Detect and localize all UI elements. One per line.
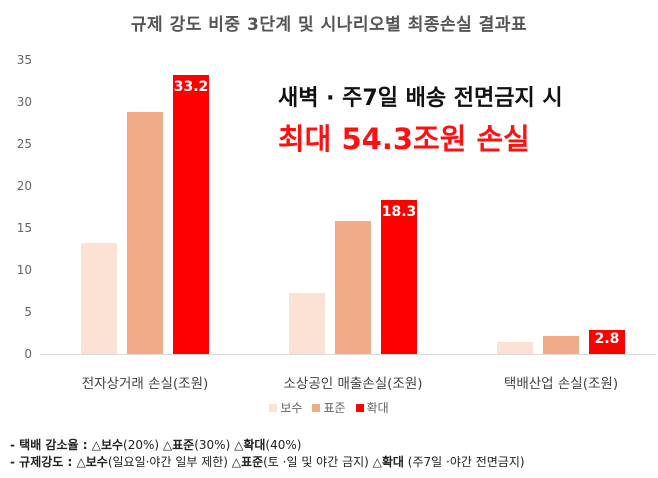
- footnote-term: 확대: [381, 455, 404, 469]
- chart-title: 규제 강도 비중 3단계 및 시나리오별 최종손실 결과표: [130, 15, 528, 35]
- callout-line2: 최대 54.3조원 손실: [278, 122, 530, 156]
- footnote-detail: (토 ·일 및 야간 금지): [263, 455, 373, 469]
- triangle-icon: △: [234, 438, 244, 452]
- bar-표준: [543, 336, 579, 354]
- x-axis-line: [40, 354, 656, 355]
- y-tick-label: 20: [16, 179, 32, 193]
- footnotes: - 택배 감소율 : △보수(20%) △표준(30%) △확대(40%) - …: [10, 437, 525, 471]
- footnote-term: 표준: [241, 455, 264, 469]
- bar-표준: [127, 112, 163, 354]
- legend-label: 표준: [323, 401, 346, 415]
- category-label: 소상공인 매출손실(조원): [283, 376, 423, 392]
- footnote-detail: (20%): [123, 438, 163, 452]
- footnote-term: 보수: [85, 455, 108, 469]
- footnote-label: - 규제강도 :: [10, 455, 77, 469]
- y-tick-label: 15: [16, 221, 32, 235]
- legend-item: 보수: [269, 399, 302, 416]
- legend-item: 확대: [355, 399, 389, 416]
- bar-확대: 2.8: [589, 330, 625, 354]
- legend-swatch: [312, 403, 321, 412]
- footnote-label: - 택배 감소율 :: [10, 438, 92, 452]
- footnote-term: 보수: [100, 438, 124, 452]
- footnote-term: 확대: [243, 438, 266, 452]
- callout-line1: 새벽 · 주7일 배송 전면금지 시: [278, 86, 563, 111]
- triangle-icon: △: [76, 455, 86, 469]
- footnote-detail: (30%): [194, 438, 235, 452]
- y-tick-label: 35: [16, 53, 32, 67]
- triangle-icon: △: [231, 455, 242, 469]
- legend-swatch: [269, 403, 278, 412]
- footnote-detail: (주7일 ·야간 전면금지): [403, 455, 525, 469]
- y-tick-label: 25: [16, 137, 32, 151]
- footnote-detail: (40%): [265, 438, 302, 452]
- triangle-icon: △: [162, 438, 173, 452]
- callout-annotation: 새벽 · 주7일 배송 전면금지 시 최대 54.3조원 손실: [278, 80, 563, 158]
- y-tick-label: 10: [16, 263, 32, 277]
- legend-label: 보수: [280, 401, 303, 415]
- legend: 보수 표준 확대: [0, 399, 658, 416]
- y-tick-label: 5: [24, 305, 32, 319]
- bar-value-label: 2.8: [594, 331, 620, 348]
- bar-표준: [335, 221, 371, 354]
- bar-보수: [81, 243, 117, 354]
- bar-보수: [289, 292, 325, 354]
- legend-swatch: [355, 403, 364, 412]
- footnote-delivery-reduction: - 택배 감소율 : △보수(20%) △표준(30%) △확대(40%): [10, 437, 525, 454]
- footnote-detail: (일요일·야간 일부 제한): [107, 455, 232, 469]
- legend-label: 확대: [366, 401, 389, 415]
- bar-value-label: 18.3: [381, 204, 417, 221]
- y-tick-label: 0: [24, 347, 32, 361]
- category-label: 택배산업 손실(조원): [503, 376, 619, 392]
- legend-item: 표준: [312, 399, 346, 416]
- bar-보수: [497, 342, 533, 354]
- footnote-regulation-intensity: - 규제강도 : △보수(일요일·야간 일부 제한) △표준(토 ·일 및 야간…: [10, 454, 525, 471]
- bar-확대: 33.2: [173, 75, 209, 354]
- triangle-icon: △: [91, 438, 101, 452]
- bar-value-label: 33.2: [173, 79, 209, 96]
- triangle-icon: △: [372, 455, 382, 469]
- y-tick-label: 30: [16, 95, 32, 109]
- footnote-term: 표준: [172, 438, 195, 452]
- bar-확대: 18.3: [381, 200, 417, 354]
- category-label: 전자상거래 손실(조원): [81, 376, 209, 392]
